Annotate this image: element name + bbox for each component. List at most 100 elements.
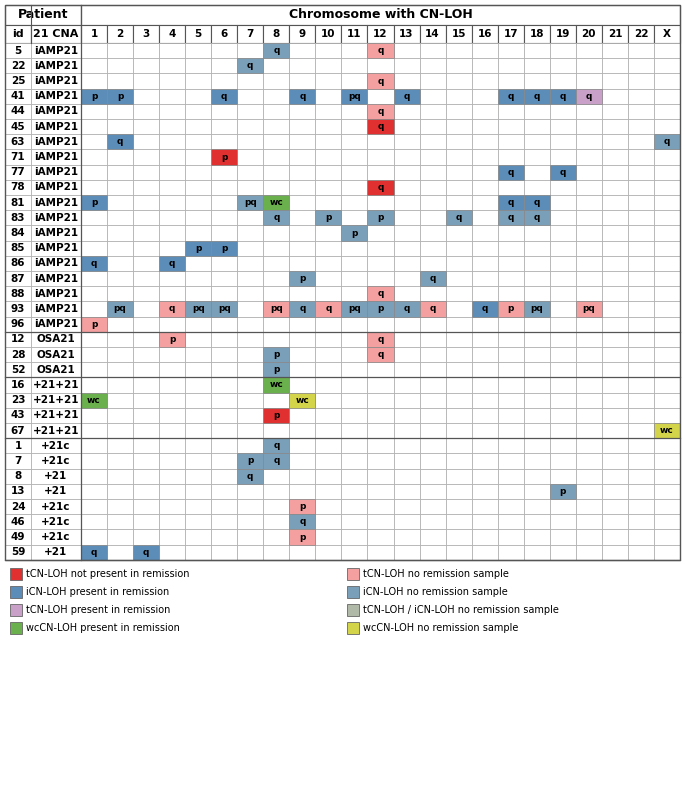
Bar (498, 514, 524, 529)
Bar (498, 408, 524, 423)
Bar (10, 622, 22, 634)
Bar (81, 544, 107, 560)
Text: q: q (508, 92, 514, 101)
Text: q: q (482, 305, 488, 314)
Bar (263, 225, 289, 241)
Bar (211, 302, 237, 317)
Bar (185, 256, 211, 271)
Bar (341, 89, 367, 104)
Bar (237, 453, 263, 468)
Bar (341, 119, 367, 134)
Bar (185, 241, 211, 256)
Text: 8: 8 (273, 29, 280, 39)
Bar (107, 347, 133, 362)
Bar (263, 377, 289, 393)
Bar (341, 241, 367, 256)
Bar (550, 180, 576, 195)
Text: q: q (247, 61, 253, 70)
Bar (31, 423, 81, 438)
Bar (628, 453, 654, 468)
Bar (602, 119, 628, 134)
Text: +21c: +21c (41, 502, 71, 512)
Bar (159, 149, 185, 164)
Bar (341, 89, 367, 104)
Bar (576, 73, 602, 89)
Bar (211, 241, 237, 256)
Bar (524, 423, 550, 438)
Bar (289, 89, 315, 104)
Bar (107, 43, 133, 58)
Bar (576, 256, 602, 271)
Bar (446, 225, 472, 241)
Bar (341, 408, 367, 423)
Text: wcCN-LOH no remission sample: wcCN-LOH no remission sample (364, 622, 519, 633)
Bar (263, 43, 289, 58)
Bar (211, 332, 237, 347)
Bar (81, 149, 107, 164)
Bar (602, 514, 628, 529)
Bar (393, 529, 420, 544)
Bar (185, 104, 211, 119)
Bar (237, 241, 263, 256)
Bar (315, 43, 341, 58)
Bar (5, 332, 31, 347)
Bar (576, 393, 602, 408)
Bar (498, 195, 524, 210)
Bar (654, 302, 680, 317)
Text: p: p (273, 411, 279, 420)
Bar (289, 468, 315, 484)
Bar (133, 529, 159, 544)
Bar (446, 514, 472, 529)
Bar (107, 544, 133, 560)
Bar (133, 195, 159, 210)
Bar (420, 25, 446, 43)
Bar (159, 271, 185, 286)
Bar (472, 302, 498, 317)
Bar (237, 134, 263, 149)
Bar (185, 58, 211, 73)
Bar (446, 164, 472, 180)
Bar (237, 302, 263, 317)
Bar (159, 286, 185, 302)
Bar (5, 317, 31, 332)
Bar (472, 317, 498, 332)
Bar (498, 210, 524, 225)
Bar (185, 302, 211, 317)
Text: iAMP21: iAMP21 (34, 319, 78, 330)
Bar (367, 25, 393, 43)
Bar (133, 241, 159, 256)
Text: q: q (273, 456, 279, 465)
Text: p: p (91, 92, 97, 101)
Bar (367, 119, 393, 134)
Text: +21c: +21c (41, 456, 71, 466)
Bar (289, 499, 315, 514)
Text: q: q (299, 517, 306, 527)
Bar (498, 544, 524, 560)
Bar (159, 25, 185, 43)
Bar (472, 149, 498, 164)
Bar (315, 180, 341, 195)
Bar (628, 286, 654, 302)
Bar (341, 210, 367, 225)
Text: q: q (299, 92, 306, 101)
Text: p: p (117, 92, 123, 101)
Bar (446, 134, 472, 149)
Text: iAMP21: iAMP21 (34, 183, 78, 192)
Bar (133, 347, 159, 362)
Bar (107, 529, 133, 544)
Bar (393, 180, 420, 195)
Bar (498, 195, 524, 210)
Bar (654, 408, 680, 423)
Bar (524, 134, 550, 149)
Bar (446, 453, 472, 468)
Bar (498, 119, 524, 134)
Bar (159, 302, 185, 317)
Bar (341, 302, 367, 317)
Bar (31, 302, 81, 317)
Bar (159, 332, 185, 347)
Bar (159, 89, 185, 104)
Bar (498, 302, 524, 317)
Bar (289, 347, 315, 362)
Bar (393, 104, 420, 119)
Bar (185, 317, 211, 332)
